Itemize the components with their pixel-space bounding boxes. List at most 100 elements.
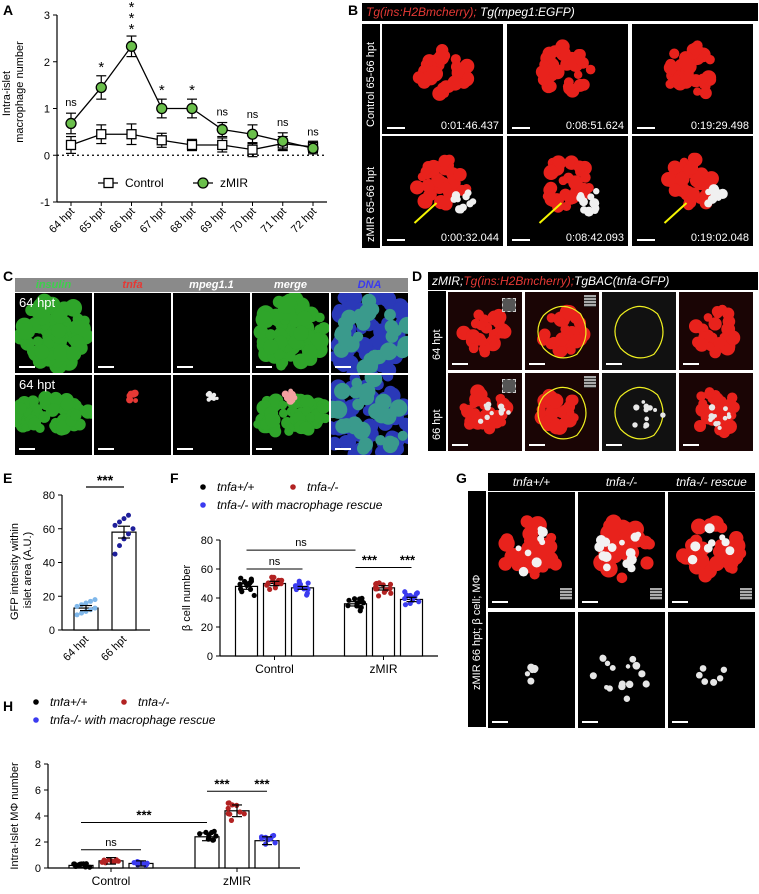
panel-b-tile: 0:00:32.044 — [382, 136, 503, 246]
cell-nucleus — [667, 160, 682, 175]
cell-nucleus — [133, 398, 138, 403]
panel-a-zmir-point — [246, 128, 259, 140]
scale-bar — [637, 127, 655, 129]
panel-label-e: E — [3, 470, 13, 486]
panel-d-inset — [502, 379, 516, 393]
cell-nucleus — [384, 319, 399, 334]
panel-b-title-red: Tg(ins:H2Bmcherry); — [366, 5, 477, 19]
cell-nucleus — [296, 310, 313, 327]
micrograph-image — [410, 154, 472, 211]
panel-h-point — [87, 864, 93, 870]
cell-nucleus — [421, 178, 435, 193]
macrophage — [699, 665, 707, 672]
panel-f-point — [248, 576, 254, 582]
panel-f-sig: ns — [295, 537, 307, 549]
panel-h-point — [258, 834, 265, 840]
cell-nucleus — [688, 319, 704, 334]
panel-h-sig: *** — [136, 808, 152, 823]
cell-nucleus — [696, 391, 706, 401]
cell-nucleus — [558, 176, 568, 186]
panel-g-rowlabel-bg — [468, 491, 486, 727]
panel-h-point — [101, 857, 107, 863]
panel-a-ytick-label: -1 — [40, 197, 50, 209]
cell-nucleus — [468, 343, 479, 354]
micrograph-image — [594, 531, 642, 573]
micrograph-image — [413, 189, 477, 224]
panel-d-tile — [525, 373, 599, 451]
cell-nucleus — [255, 310, 273, 329]
cell-nucleus — [557, 346, 568, 357]
panel-label-b: B — [348, 2, 359, 18]
panel-a-zmir-point — [186, 102, 198, 115]
scale-bar — [98, 366, 114, 368]
panel-c-row-zmir: zMIR — [2, 410, 16, 438]
panel-e-ylabel-line2: islet area (A.U.) — [22, 532, 34, 608]
cell-nucleus — [27, 417, 42, 431]
panel-h-point — [269, 833, 276, 839]
cell-nucleus — [640, 556, 654, 570]
cell-nucleus — [562, 81, 574, 92]
cell-nucleus — [550, 65, 565, 80]
scale-bar — [492, 601, 508, 603]
panel-f-point — [387, 581, 394, 587]
panel-f-point — [376, 580, 382, 586]
panel-e-point — [88, 598, 93, 604]
cell-nucleus — [440, 182, 452, 193]
macrophage — [625, 680, 634, 689]
panel-d-title-c: TgBAC(tnfa-GFP) — [574, 274, 670, 288]
panel-c-tile — [252, 293, 329, 373]
micrograph-image — [205, 390, 219, 402]
cell-nucleus — [351, 377, 363, 389]
scale-bar — [672, 721, 688, 723]
panel-d-tile — [602, 292, 676, 370]
panel-a-control-point — [186, 139, 198, 151]
cell-nucleus — [542, 46, 557, 61]
panel-a-control-point — [96, 129, 107, 140]
panel-f-legend-label: tnfa+/+ — [217, 480, 254, 494]
panel-c-header: insulin tnfa mpeg1.1 merge DNA — [15, 278, 408, 292]
panel-e-point — [79, 602, 84, 608]
cell-nucleus — [300, 394, 315, 409]
micrograph-image — [281, 388, 298, 405]
panel-h-sig: ns — [105, 837, 117, 849]
macrophage — [690, 541, 701, 552]
cell-nucleus — [719, 416, 731, 428]
panel-label-h: H — [3, 698, 14, 714]
micrograph-image — [524, 663, 539, 685]
macrophage — [589, 672, 597, 680]
macrophage — [515, 545, 522, 552]
macrophage — [457, 206, 465, 214]
panel-g-header: tnfa+/+ tnfa-/- tnfa-/- rescue — [488, 473, 755, 491]
panel-g-tile — [578, 492, 665, 608]
micrograph-image — [632, 400, 666, 429]
scale-bar — [452, 444, 468, 446]
panel-c-row-control: Control — [2, 321, 16, 360]
panel-h-legend-marker — [33, 699, 39, 705]
panel-c-tile — [331, 375, 408, 455]
cell-nucleus — [334, 382, 351, 400]
panel-label-f: F — [170, 470, 179, 486]
gfp-signal — [489, 410, 494, 416]
cell-nucleus — [331, 400, 342, 419]
panel-c-tile: 64 hpt — [15, 375, 92, 455]
panel-a-sig-star: * — [129, 0, 135, 16]
cell-nucleus — [338, 335, 351, 348]
gfp-signal — [484, 414, 490, 421]
panel-e-point — [112, 551, 118, 557]
panel-a-zmir-point — [216, 123, 228, 136]
panel-e-ytick-label: 40 — [43, 558, 55, 570]
cell-nucleus — [689, 173, 704, 188]
cell-nucleus — [565, 394, 578, 407]
islet-outline-svg — [614, 305, 664, 359]
cell-nucleus — [60, 398, 74, 411]
panel-e-xtick-label: 64 hpt — [61, 634, 91, 664]
macrophage — [577, 192, 585, 199]
cell-nucleus — [70, 334, 85, 350]
micrograph-image — [456, 308, 512, 358]
cell-nucleus — [20, 336, 35, 351]
scale-bar — [177, 448, 193, 450]
panel-a-xtick-label: 67 hpt — [138, 206, 168, 236]
islet-outline — [614, 305, 664, 359]
panel-h-point — [225, 805, 231, 811]
macrophage — [604, 660, 611, 667]
